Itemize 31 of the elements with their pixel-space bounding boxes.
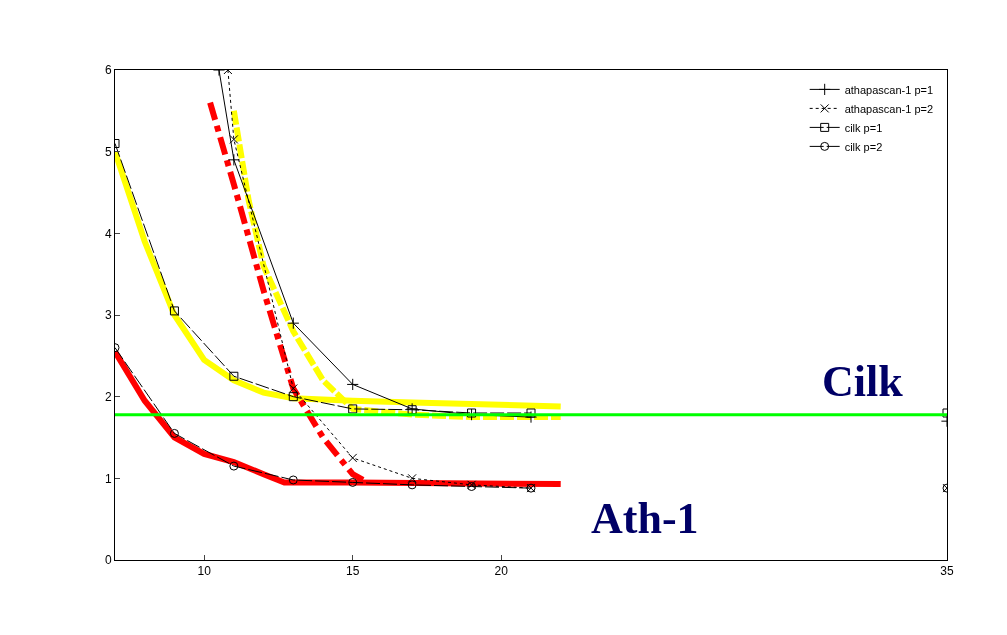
x-tick-label: 35 [940, 564, 954, 579]
legend-label: cilk p=1 [844, 121, 883, 134]
point [524, 410, 538, 424]
y-tick-label: 5 [104, 144, 112, 159]
point [526, 408, 536, 418]
y-tick-label: 2 [104, 389, 112, 404]
point [287, 317, 300, 330]
point [227, 153, 240, 166]
point [169, 428, 179, 438]
x-tick-label: 20 [494, 564, 509, 579]
x-tick-label: 10 [197, 564, 212, 579]
point [346, 378, 359, 391]
point [348, 404, 358, 414]
y-tick-label: 6 [104, 63, 112, 78]
point [229, 461, 239, 471]
legend-label: athapascan-1 p=2 [844, 102, 934, 115]
legend-label: athapascan-1 p=1 [844, 83, 934, 96]
annotation: Cilk [822, 357, 904, 406]
point [407, 480, 417, 490]
annotation: Ath-1 [591, 494, 699, 543]
point [229, 371, 239, 381]
legend-label: cilk p=2 [844, 140, 883, 153]
point [288, 392, 298, 402]
y-tick-label: 0 [104, 553, 112, 568]
point [348, 477, 358, 487]
y-tick-label: 4 [104, 226, 112, 241]
y-tick-label: 1 [104, 471, 112, 486]
x-tick-label: 15 [346, 564, 360, 579]
point [288, 475, 298, 485]
y-tick-label: 3 [104, 308, 112, 323]
point [169, 306, 179, 316]
